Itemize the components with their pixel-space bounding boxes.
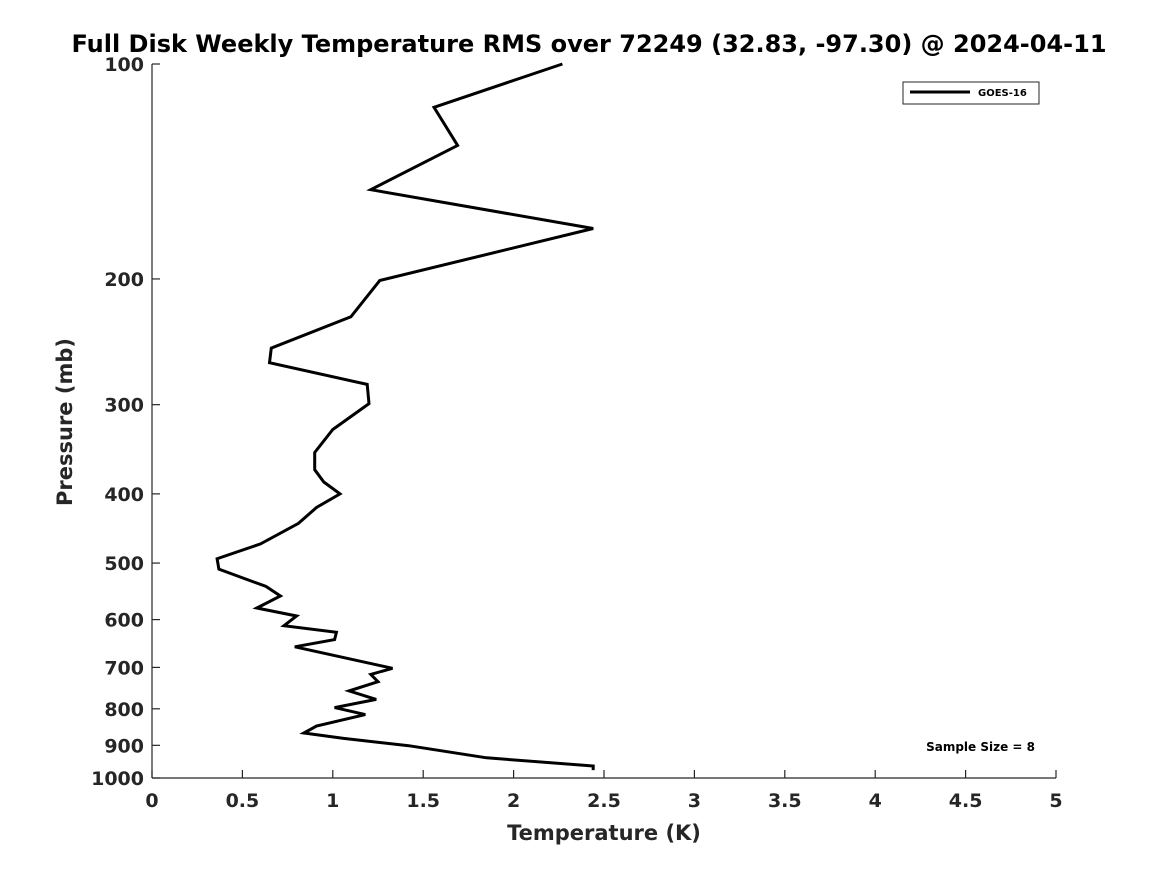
x-tick-label: 4 bbox=[869, 790, 882, 812]
y-tick-label: 700 bbox=[104, 657, 144, 679]
y-tick-label: 800 bbox=[104, 699, 144, 721]
y-tick-label: 600 bbox=[104, 610, 144, 632]
y-tick-label: 300 bbox=[104, 395, 144, 417]
x-tick-label: 0 bbox=[145, 790, 158, 812]
x-tick-label: 1.5 bbox=[406, 790, 440, 812]
x-tick-label: 2 bbox=[507, 790, 520, 812]
y-tick-label: 500 bbox=[104, 553, 144, 575]
x-tick-label: 3 bbox=[688, 790, 701, 812]
x-tick-label: 1 bbox=[326, 790, 339, 812]
x-tick-label: 2.5 bbox=[587, 790, 621, 812]
series-line-goes-16 bbox=[215, 62, 595, 771]
x-tick-label: 3.5 bbox=[768, 790, 802, 812]
legend-label-goes16: GOES-16 bbox=[978, 88, 1027, 99]
sample-size-annotation: Sample Size = 8 bbox=[926, 740, 1035, 754]
y-tick-label: 200 bbox=[104, 269, 144, 291]
y-tick-label: 900 bbox=[104, 735, 144, 757]
series-layer bbox=[215, 62, 595, 771]
y-tick-label: 100 bbox=[104, 54, 144, 76]
x-axis-label: Temperature (K) bbox=[507, 821, 701, 845]
y-tick-label: 400 bbox=[104, 484, 144, 506]
x-tick-label: 5 bbox=[1049, 790, 1062, 812]
y-axis-ticks: 100 200 300 400 500 600 700 800 900 1000 bbox=[91, 54, 160, 790]
x-tick-label: 0.5 bbox=[226, 790, 260, 812]
x-tick-label: 4.5 bbox=[949, 790, 983, 812]
y-tick-label: 1000 bbox=[91, 768, 144, 790]
chart-title: Full Disk Weekly Temperature RMS over 72… bbox=[71, 30, 1106, 58]
legend: GOES-16 bbox=[902, 81, 1040, 105]
x-axis-ticks: 0 0.5 1 1.5 2 2.5 3 3.5 4 4.5 5 bbox=[145, 770, 1063, 812]
legend-box bbox=[902, 81, 1040, 105]
y-axis-label: Pressure (mb) bbox=[53, 338, 77, 506]
